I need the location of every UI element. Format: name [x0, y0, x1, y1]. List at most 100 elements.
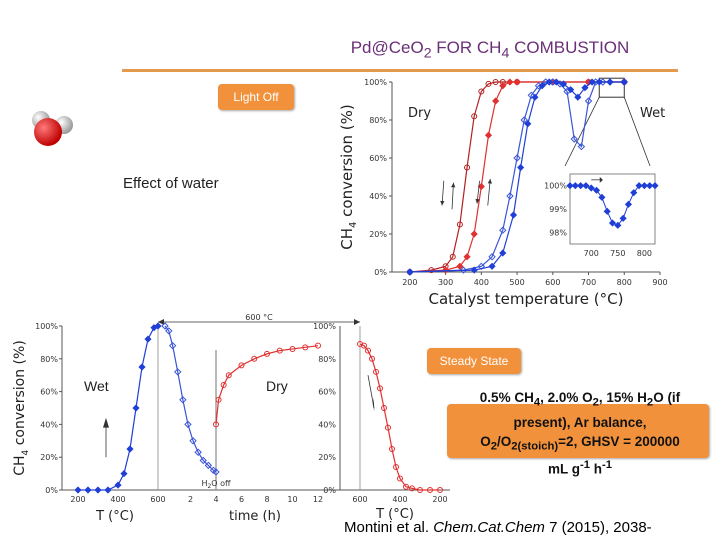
- inset-data-point: [598, 193, 606, 201]
- bottom-data-point: [289, 345, 296, 352]
- inset-y-tick-label: 99%: [549, 205, 567, 214]
- middle-x-tick-label: 2: [188, 495, 193, 504]
- inset-zoom-chart: 98% 99% 100% 700 750 800: [544, 173, 659, 258]
- series-line: [409, 81, 625, 273]
- data-point: [506, 78, 514, 86]
- span-arrow-right-head: [354, 319, 360, 325]
- data-point: [442, 266, 450, 274]
- data-point: [470, 266, 478, 274]
- zoom-connector-right: [623, 97, 651, 167]
- bottom-data-point: [84, 486, 92, 494]
- bottom-data-point: [377, 385, 383, 392]
- x-tick-label: 500: [509, 278, 524, 287]
- conditions-box: [447, 404, 709, 458]
- left-x-tick-label: 600: [150, 495, 165, 504]
- data-point: [513, 154, 521, 162]
- conditions-line-4: mL g-1 h-1: [547, 459, 613, 477]
- bottom-left-x-title: T (°C): [95, 509, 134, 524]
- left-y-tick-label: 60%: [40, 388, 58, 397]
- citation: Montini et al. Chem.Cat.Chem 7 (2015), 2…: [344, 519, 652, 536]
- effect-of-water-label: Effect of water: [123, 175, 219, 192]
- citation-volume: 7 (2015), 2038-: [544, 519, 652, 536]
- bottom-data-point: [132, 404, 140, 412]
- data-point: [567, 86, 575, 94]
- bottom-data-point: [215, 396, 222, 403]
- data-point: [456, 221, 463, 228]
- bottom-series-3: [357, 341, 443, 493]
- data-point: [513, 78, 521, 86]
- cooling-arrow-head: [372, 398, 375, 412]
- title-main: Pd@CeO: [350, 38, 424, 57]
- left-y-tick-label: 40%: [40, 420, 58, 429]
- dry-label-bottom: Dry: [266, 378, 288, 394]
- data-point: [588, 78, 596, 86]
- steady-state-tag: Steady State: [427, 348, 521, 374]
- bottom-data-point: [74, 486, 82, 494]
- inset-x-tick-label: 750: [610, 249, 625, 258]
- inset-data-point: [592, 186, 601, 194]
- inset-data-point: [587, 184, 595, 192]
- data-point: [499, 82, 507, 90]
- left-x-tick-label: 200: [70, 495, 85, 504]
- x-axis-title: Catalyst temperature (°C): [429, 290, 624, 308]
- data-point: [456, 262, 464, 270]
- data-point: [449, 253, 456, 260]
- y-tick-label: 80%: [369, 116, 387, 125]
- left-y-tick-label: 100%: [35, 322, 58, 331]
- data-point: [574, 93, 582, 101]
- citation-journal: Chem.Cat.Chem: [433, 519, 545, 536]
- dry-arrow-up-head: [451, 182, 456, 188]
- middle-x-tick-label: 8: [264, 495, 269, 504]
- bottom-center-x-title: time (h): [229, 509, 281, 524]
- h2o-off-label: H2O off: [201, 479, 231, 490]
- wet-annotation: Wet: [640, 106, 665, 121]
- inset-data-point: [582, 182, 590, 190]
- inset-x-tick-label: 700: [584, 249, 599, 258]
- dry-annotation: Dry: [408, 106, 431, 121]
- bottom-series-line: [164, 325, 217, 473]
- bottom-series-line: [78, 325, 159, 491]
- slide-title: Pd@CeO2 FOR CH4 COMBUSTION: [300, 38, 680, 61]
- bottom-data-point: [184, 420, 192, 429]
- data-point: [488, 262, 496, 270]
- right-y-tick-label: 0%: [323, 486, 336, 495]
- span-arrow-left-head: [158, 319, 164, 325]
- x-tick-label: 900: [652, 278, 667, 287]
- data-point: [595, 78, 603, 86]
- inset-data-point: [608, 219, 617, 227]
- inset-data-point: [566, 182, 574, 190]
- data-point: [406, 268, 414, 276]
- x-tick-label: 400: [474, 278, 489, 287]
- bottom-data-point: [94, 486, 102, 494]
- y-tick-label: 60%: [369, 154, 387, 163]
- cooling-arrow: [367, 375, 375, 409]
- middle-x-tick-label: 4: [213, 495, 218, 504]
- data-point: [584, 97, 593, 105]
- left-y-tick-label: 80%: [40, 355, 58, 364]
- span-600-label: 600 °C: [245, 313, 273, 322]
- y-tick-label: 100%: [364, 78, 387, 87]
- bottom-series-line: [215, 345, 319, 425]
- bottom-data-point: [161, 322, 169, 330]
- middle-x-tick-label: 6: [239, 495, 244, 504]
- water-molecule-icon: [32, 111, 73, 146]
- left-x-tick-label: 400: [110, 495, 125, 504]
- data-point: [620, 78, 628, 86]
- bottom-data-point: [225, 372, 232, 379]
- bottom-data-point: [403, 483, 409, 490]
- y-tick-label: 0%: [374, 268, 387, 277]
- wet-arrow-up-head: [487, 178, 492, 184]
- data-point: [570, 135, 578, 143]
- data-point: [520, 116, 528, 124]
- bottom-data-point: [365, 347, 371, 354]
- bottom-stability-chart: 0% 20% 40% 60% 80% 100% 0% 20% 40% 60% 80% 100% CH4 …: [12, 313, 450, 524]
- dry-arrow-down-head: [440, 200, 445, 206]
- conditions-text: 0.5% CH4, 2.0% O2, 15% H2O (if present),…: [452, 388, 708, 479]
- title-end: COMBUSTION: [509, 38, 630, 57]
- bottom-data-point: [120, 470, 128, 478]
- right-x-tick-label: 400: [392, 495, 407, 504]
- data-point: [527, 91, 536, 100]
- bottom-data-point: [393, 464, 399, 471]
- series-3: [406, 78, 628, 276]
- zoom-connector-left: [564, 97, 600, 167]
